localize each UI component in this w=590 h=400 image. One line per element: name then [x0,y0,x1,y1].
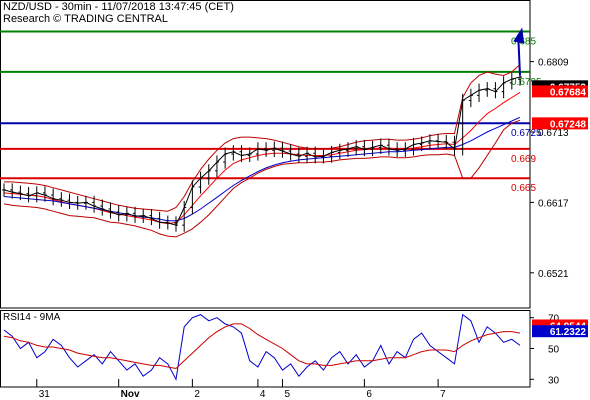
x-tick-label: 7 [440,389,446,400]
price-close-line [3,76,521,226]
x-tick-label: Nov [121,389,140,400]
rsi-plot-border [0,310,531,388]
x-tick-label: 31 [39,389,51,400]
level-label: 0.665 [511,183,536,194]
rsi-series-line [3,313,521,381]
chart-frame [0,0,531,388]
rsi-series-line [3,323,521,370]
rsi-y-tick-label: 30 [548,375,560,386]
indicator-line [3,116,521,222]
level-label: 0.669 [511,154,536,165]
price-tag-label: 0.67248 [550,119,587,130]
level-label: 0.6725 [511,128,542,139]
indicator-line [3,119,521,238]
chart-subtitle: Research © TRADING CENTRAL [3,13,168,25]
rsi-panel [3,313,521,381]
price-tag-label: 0.67684 [550,87,587,98]
price-tag-bg [532,117,588,130]
indicator-line [4,64,521,212]
price-tag-bg [532,85,588,98]
rsi-y-tick-label: 50 [548,345,560,356]
forecast-arrowhead [513,27,525,44]
axes: 0.6809 0.6713 0.6617 0.6521 70 50 30 31 Nov 2 4 5 6 7 [36,58,569,400]
x-tick-label: 5 [284,389,290,400]
main-plot-border [0,0,531,309]
price-series [2,27,525,232]
y-tick-label: 0.6617 [538,198,569,209]
y-tick-label: 0.6521 [538,269,569,280]
level-label: 0.6795 [511,77,542,88]
chart-title: NZD/USD - 30min - 11/07/2018 13:47:45 (C… [3,1,234,13]
rsi-y-tick-label: 70 [548,314,560,325]
x-tick-label: 2 [194,389,200,400]
indicator-lines [3,64,521,238]
indicator-line [3,91,521,225]
y-tick-label: 0.6713 [538,128,569,139]
rsi-title: RSI14 - 9MA [3,312,61,323]
price-tag-bg [532,325,588,338]
price-tag-label: 61.2322 [550,327,587,338]
x-tick-label: 6 [366,389,372,400]
y-tick-label: 0.6809 [538,58,569,69]
x-tick-label: 4 [260,389,266,400]
